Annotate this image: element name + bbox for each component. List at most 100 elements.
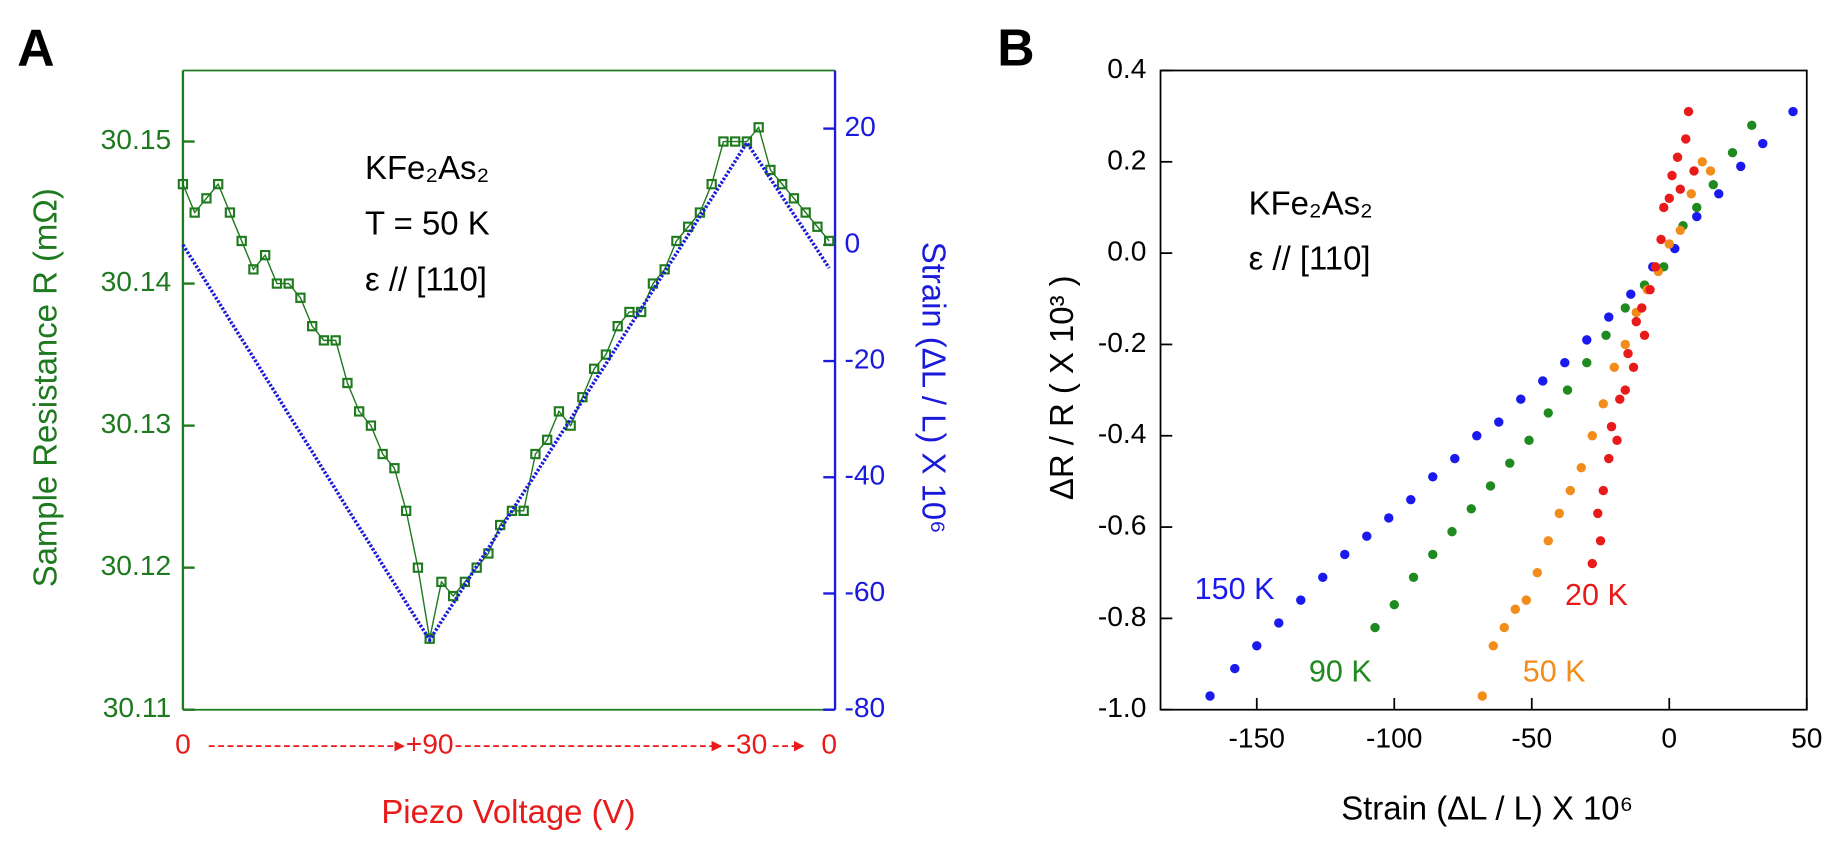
data-point	[1587, 431, 1597, 441]
data-point	[1296, 595, 1306, 605]
data-point	[224, 207, 236, 218]
data-point	[1664, 193, 1674, 204]
y-axis-label: ΔR / R ( X 10³ )	[1043, 275, 1080, 500]
series-label: 20 K	[1565, 578, 1628, 612]
data-point	[1645, 284, 1655, 295]
x-tick-label: -150	[1229, 722, 1285, 754]
x-tick-label: -30	[727, 728, 768, 760]
data-point	[1510, 604, 1520, 614]
data-point	[1543, 536, 1553, 546]
data-point	[1488, 641, 1498, 651]
data-point	[1681, 134, 1691, 144]
data-point	[518, 505, 529, 517]
data-point	[1230, 663, 1240, 674]
y-tick-label: 30.12	[101, 549, 172, 581]
data-point	[1543, 408, 1553, 418]
annotation: ε // [110]	[1249, 240, 1371, 277]
data-point	[1675, 184, 1685, 194]
data-point	[401, 505, 412, 517]
data-point	[1623, 348, 1633, 359]
y2-tick-label: -80	[844, 691, 885, 723]
data-point	[1516, 394, 1526, 404]
data-point	[1408, 572, 1419, 582]
y2-tick-label: 0	[844, 226, 860, 258]
y-tick-label: -0.4	[1098, 417, 1147, 449]
data-point	[1598, 399, 1608, 409]
data-point	[1582, 358, 1592, 368]
data-point	[1626, 289, 1636, 299]
annotation: T = 50 K	[365, 204, 490, 241]
data-line	[181, 139, 831, 644]
data-point	[1650, 262, 1661, 272]
data-point	[1362, 531, 1372, 541]
data-point	[307, 321, 318, 332]
data-point	[1692, 211, 1702, 222]
data-point	[1340, 549, 1350, 560]
data-point	[1609, 362, 1619, 372]
annotation: KFe₂As₂	[365, 149, 489, 186]
data-point	[1554, 508, 1564, 519]
data-point	[412, 562, 424, 573]
data-point	[1620, 303, 1630, 313]
data-point	[1318, 572, 1328, 582]
data-point	[1604, 453, 1614, 464]
data-point	[1562, 385, 1573, 395]
x-tick-label: 0	[175, 728, 191, 760]
data-point	[1494, 417, 1504, 427]
y-tick-label: -0.8	[1098, 600, 1147, 632]
data-point	[1683, 106, 1694, 117]
x-tick-label: -50	[1511, 722, 1552, 754]
y-tick-label: -0.6	[1098, 509, 1147, 541]
y-tick-label: -1.0	[1098, 691, 1147, 723]
data-point	[1499, 622, 1509, 633]
y-tick-label: -0.2	[1098, 326, 1147, 358]
data-point	[718, 136, 729, 147]
data-point	[1450, 453, 1460, 464]
data-point	[1560, 358, 1570, 368]
data-point	[1664, 239, 1674, 249]
data-point	[318, 335, 330, 346]
data-point	[1472, 431, 1482, 441]
data-point	[1656, 234, 1666, 245]
y-tick-label: 0.4	[1107, 52, 1146, 84]
data-point	[1705, 166, 1716, 176]
y-tick-label: 0.0	[1107, 235, 1146, 267]
y2-tick-label: -40	[844, 459, 885, 491]
data-point	[213, 178, 224, 190]
y-tick-label: 30.13	[101, 407, 172, 439]
data-point	[177, 178, 189, 190]
y-tick-label: 30.15	[101, 123, 172, 155]
data-point	[201, 193, 212, 204]
data-point	[1758, 138, 1768, 149]
data-point	[236, 235, 247, 247]
data-line	[182, 125, 830, 639]
data-point	[1274, 618, 1284, 628]
data-point	[1692, 202, 1702, 213]
data-point	[624, 306, 635, 318]
data-point	[1637, 303, 1647, 313]
plot-frame	[1159, 69, 1808, 711]
data-point	[1675, 225, 1685, 235]
data-point	[1428, 549, 1438, 560]
data-point	[283, 278, 294, 289]
data-point	[1582, 335, 1592, 345]
data-point	[1389, 599, 1399, 610]
data-point	[1689, 166, 1699, 176]
annotation: ε // [110]	[365, 261, 487, 298]
panel-letter: B	[997, 18, 1034, 76]
annotation: KFe₂As₂	[1249, 184, 1373, 221]
data-point	[589, 363, 600, 374]
data-point	[800, 207, 811, 218]
data-point	[1659, 202, 1669, 213]
data-point	[459, 576, 471, 588]
data-point	[260, 249, 271, 261]
data-point	[1252, 641, 1262, 651]
data-point	[506, 505, 518, 517]
data-point	[1205, 691, 1215, 701]
x-tick-label: -100	[1366, 722, 1422, 754]
data-point	[1587, 558, 1597, 569]
x-tick-label: 50	[1791, 722, 1822, 754]
data-point	[1639, 330, 1650, 341]
